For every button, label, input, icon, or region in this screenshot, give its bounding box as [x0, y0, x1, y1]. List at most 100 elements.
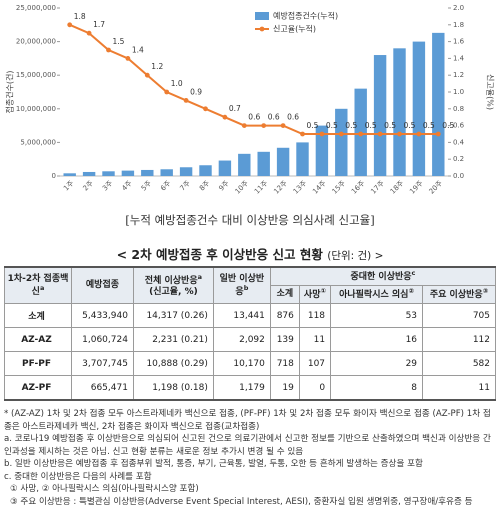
footnotes: * (AZ-AZ) 1차 및 2차 접종 모두 아스트라제네카 백신으로 접종,…	[4, 408, 498, 508]
header-cell: 일반 이상반응b	[212, 266, 271, 304]
bar	[296, 142, 309, 176]
header-text: 소계	[276, 289, 294, 300]
line-marker	[183, 98, 189, 103]
footnote: c. 중대한 이상반응은 다음의 사례를 포함	[4, 471, 152, 482]
bar	[102, 171, 115, 176]
header-text: 중대한 이상반응	[350, 272, 412, 283]
table-cell: 705	[422, 303, 496, 328]
table-cell: 582	[422, 351, 496, 376]
x-tick-label: 11주	[253, 179, 270, 196]
header-cell: 소계	[269, 285, 300, 304]
data-label: 0.6	[287, 113, 299, 122]
header-text: 아나필락시스 의심	[339, 290, 409, 301]
data-label: 0.6	[248, 113, 260, 122]
table-cell: 8	[330, 375, 424, 401]
bar	[121, 170, 135, 176]
bar	[238, 153, 251, 176]
line-marker	[319, 131, 325, 137]
legend-swatch	[255, 12, 269, 20]
bar	[412, 41, 426, 176]
header-cell: 사망①	[298, 285, 332, 304]
table-cell: 876	[269, 303, 300, 328]
caption: [누적 예방접종건수 대비 이상반응 의심사례 신고율]	[125, 213, 375, 227]
table-cell: 19	[269, 375, 300, 401]
table-cell: 1,179	[212, 375, 271, 401]
line-marker	[125, 56, 131, 61]
y2-tick-label: 1.8	[453, 21, 464, 29]
table-cell: 5,433,940	[71, 303, 134, 328]
header-text: 전체 이상반응	[144, 275, 198, 286]
header-text: 주요 이상반응	[429, 290, 483, 301]
table-cell: 53	[330, 303, 424, 328]
x-tick-label: 6주	[159, 179, 173, 193]
bar	[63, 173, 76, 176]
y-tick-label: 20,000,000	[16, 38, 56, 46]
footnote: b. 일반 이상반응은 예방접종 후 접종부위 발적, 통증, 부기, 근육통,…	[4, 459, 423, 469]
y2-tick-label: 0.0	[453, 172, 464, 180]
header-cell: 주요 이상반응③	[422, 285, 496, 304]
sup: a	[39, 283, 45, 292]
legend-swatch	[259, 26, 265, 32]
x-tick-label: 20주	[428, 179, 445, 196]
line-marker	[106, 47, 111, 53]
bar	[276, 147, 290, 176]
y-tick-label: 15,000,000	[16, 71, 56, 79]
header-sub: (신고율, %)	[149, 286, 198, 297]
footnote: ① 사망, ② 아나필락시스 의심(아나필락시스양 포함)	[10, 484, 199, 494]
y2-tick-label: 1.2	[453, 71, 464, 79]
y-tick-label: 5,000,000	[20, 138, 56, 146]
x-tick-label: 9주	[217, 179, 231, 193]
line-marker	[164, 89, 170, 95]
chart: 0 5,000,000 10,000,000 15,000,000 20,000,000…	[5, 4, 495, 196]
table-cell: 2,092	[212, 327, 271, 352]
y-tick-label: 0	[52, 172, 56, 180]
header-text: 일반 이상반응	[219, 273, 265, 297]
line-marker	[300, 131, 305, 137]
x-tick-label: 7주	[179, 179, 193, 193]
line-marker	[203, 106, 208, 112]
table-cell: 10,888 (0.29)	[132, 351, 214, 376]
data-label: 0.5	[307, 121, 319, 130]
line-marker	[435, 131, 441, 137]
data-label: 0.5	[326, 121, 338, 130]
bar	[141, 169, 154, 176]
line-marker	[241, 123, 247, 128]
data-label: 0.9	[190, 87, 202, 96]
header-cell: 전체 이상반응a (신고율, %)	[132, 266, 214, 304]
y2-tick-label: 0.8	[453, 105, 464, 113]
line-marker	[222, 114, 228, 120]
legend-label: 신고율(누적)	[273, 24, 316, 34]
section-title: < 2차 예방접종 후 이상반응 신고 현황 (단위: 건) >	[0, 244, 500, 263]
table-cell: 14,317 (0.26)	[132, 303, 214, 328]
table-cell: AZ-PF	[4, 375, 72, 401]
header-cell: 예방접종	[71, 266, 134, 304]
line-marker	[144, 72, 150, 78]
data-label: 1.7	[93, 20, 105, 29]
table-cell: 665,471	[71, 375, 134, 401]
table-cell: 1,198 (0.18)	[132, 375, 214, 401]
x-tick-label: 4주	[120, 179, 134, 193]
data-label: 0.7	[229, 104, 241, 113]
header-cell: 중대한 이상반응c	[269, 266, 497, 286]
data-label: 0.6	[268, 113, 280, 122]
bar	[218, 160, 232, 176]
table-cell: 112	[422, 327, 496, 352]
header-text: 사망	[303, 290, 321, 301]
line-marker	[358, 131, 364, 137]
table-cell: 1,060,724	[71, 327, 134, 352]
table-cell: 118	[298, 303, 332, 328]
table-cell: 13,441	[212, 303, 271, 328]
data-label: 1.2	[151, 62, 163, 71]
header-text: 1차-2차 접종백신	[7, 273, 69, 297]
title-text: < 2차 예방접종 후 이상반응 신고 현황	[116, 247, 323, 262]
data-label: 0.5	[423, 121, 435, 130]
y-tick-label: 25,000,000	[16, 4, 56, 12]
bar	[393, 48, 406, 176]
line	[69, 23, 439, 135]
x-tick-label: 19주	[408, 179, 425, 196]
table-cell: 11	[298, 327, 332, 352]
bar	[315, 125, 329, 176]
bar	[160, 169, 173, 176]
x-tick-label: 12주	[272, 179, 289, 196]
